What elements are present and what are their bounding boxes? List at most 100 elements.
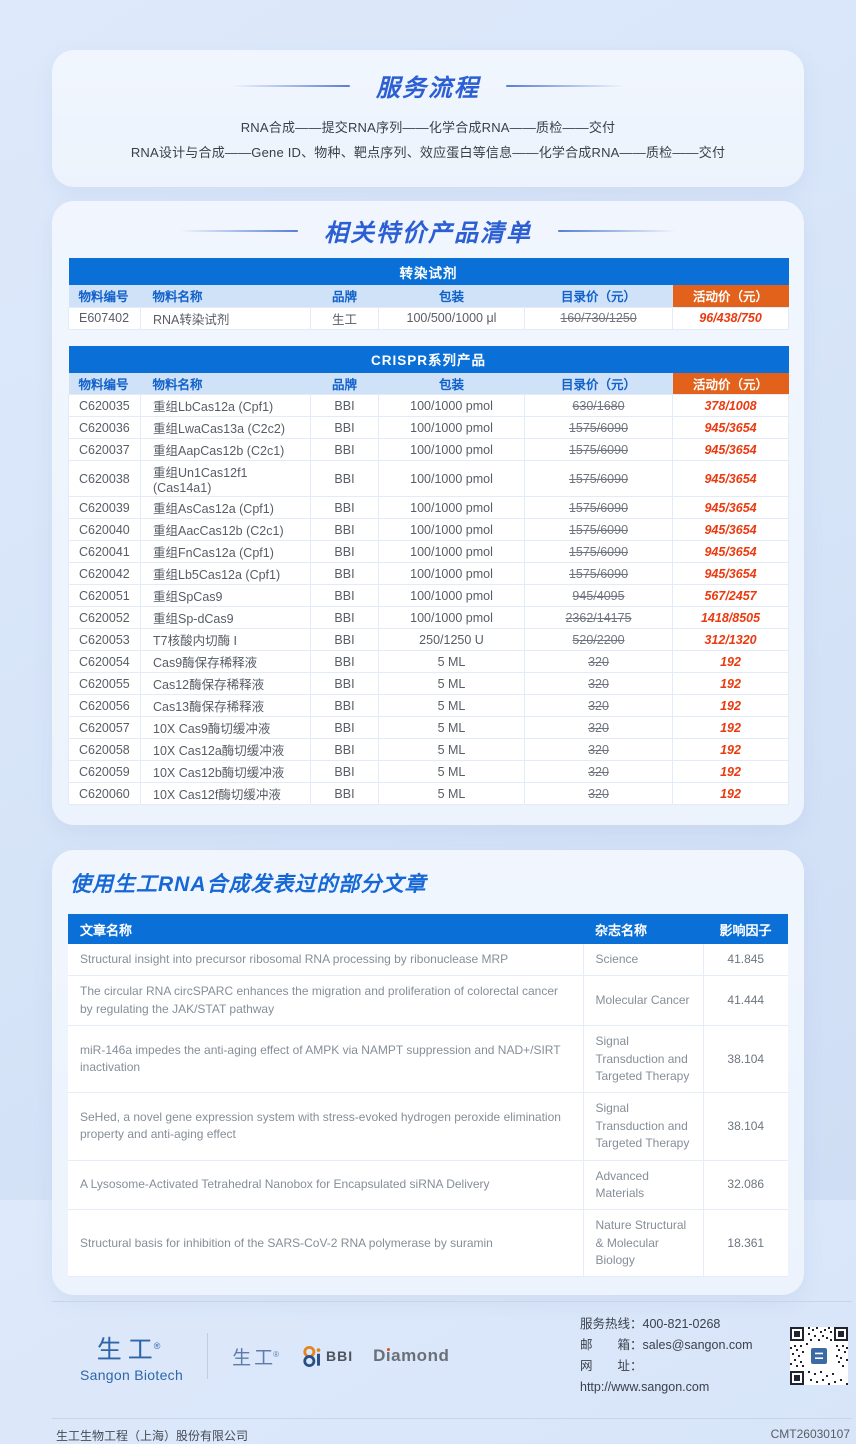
title-decor-line-right <box>506 84 624 87</box>
table-cell: C620039 <box>68 496 141 519</box>
table-cell: 10X Cas12f酶切缓冲液 <box>140 782 311 805</box>
table-cell: 192 <box>671 650 790 673</box>
table-cell: Structural insight into precursor riboso… <box>68 944 583 977</box>
table-cell: 945/3654 <box>671 562 790 585</box>
column-header: 物料编号 <box>68 285 141 307</box>
table-cell: 320 <box>524 782 673 805</box>
table-row: C620055 Cas12酶保存稀释液 BBI 5 ML 320 192 <box>68 672 790 695</box>
table-row: A Lysosome-Activated Tetrahedral Nanobox… <box>68 1160 788 1211</box>
table-cell: Nature Structural & Molecular Biology <box>582 1209 703 1278</box>
table-body: E607402 RNA转染试剂 生工 100/500/1000 μl 160/730/1… <box>68 306 790 330</box>
table-cell: 567/2457 <box>671 584 790 607</box>
table-cell: BBI <box>310 540 379 563</box>
contact-website: 网 址：http://www.sangon.com <box>580 1359 710 1395</box>
table-cell: 945/3654 <box>671 540 790 563</box>
flow-line-rna-synthesis: RNA合成——提交RNA序列——化学合成RNA——质检——交付 <box>240 120 616 135</box>
table-cell: C620054 <box>68 650 141 673</box>
table-cell: C620040 <box>68 518 141 541</box>
table-cell: Advanced Materials <box>582 1160 703 1211</box>
column-header: 活动价（元） <box>672 285 789 307</box>
table-cell: C620051 <box>68 584 141 607</box>
table-cell: Cas9酶保存稀释液 <box>140 650 311 673</box>
column-header: 物料名称 <box>140 372 311 395</box>
table-cell: 10X Cas9酶切缓冲液 <box>140 716 311 739</box>
special-products-title: 相关特价产品清单 <box>324 220 532 247</box>
table-row: Structural basis for inhibition of the S… <box>68 1209 788 1278</box>
table-band-title: CRISPR系列产品 <box>68 345 789 373</box>
table-cell: 1575/6090 <box>524 518 673 541</box>
table-cell: Signal Transduction and Targeted Therapy <box>582 1025 703 1094</box>
table-cell: 重组LbCas12a (Cpf1) <box>140 394 311 417</box>
table-cell: 18.361 <box>702 1209 788 1278</box>
table-cell: C620058 <box>68 738 141 761</box>
table-cell: 100/1000 pmol <box>378 562 525 585</box>
column-header: 品牌 <box>310 285 379 307</box>
column-header-row: 物料编号 物料名称 品牌 包装 目录价（元） 活动价（元） <box>68 285 789 307</box>
contact-hotline: 服务热线：400-821-0268 <box>580 1317 721 1332</box>
table-cell: 重组LwaCas13a (C2c2) <box>140 416 311 439</box>
table-cell: 520/2200 <box>524 628 673 651</box>
table-cell: RNA转染试剂 <box>140 306 311 330</box>
table-cell: 630/1680 <box>524 394 673 417</box>
column-header: 品牌 <box>310 372 379 395</box>
table-cell: 重组Sp-dCas9 <box>140 606 311 629</box>
table-cell: The circular RNA circSPARC enhances the … <box>68 975 583 1027</box>
column-header: 目录价（元） <box>524 285 673 307</box>
table-row: SeHed, a novel gene expression system wi… <box>68 1092 788 1161</box>
table-cell: 320 <box>524 760 673 783</box>
column-header: 物料编号 <box>68 372 141 395</box>
table-cell: 945/4095 <box>524 584 673 607</box>
table-cell: C620053 <box>68 628 141 651</box>
column-header-row: 物料编号 物料名称 品牌 包装 目录价（元） 活动价（元） <box>68 372 789 395</box>
table-row: C620040 重组AacCas12b (C2c1) BBI 100/1000 pmo… <box>68 518 790 541</box>
table-cell: 192 <box>671 760 790 783</box>
table-cell: 重组SpCas9 <box>140 584 311 607</box>
table-cell: BBI <box>310 584 379 607</box>
sangon-logo-en: Sangon Biotech <box>80 1366 184 1383</box>
table-cell: Cas12酶保存稀释液 <box>140 672 311 695</box>
table-band-row: CRISPR系列产品 <box>68 345 789 373</box>
service-flow-title: 服务流程 <box>376 75 480 102</box>
table-cell: SeHed, a novel gene expression system wi… <box>68 1092 583 1161</box>
column-header: 包装 <box>378 372 525 395</box>
column-header: 活动价（元） <box>672 372 789 395</box>
table-cell: 重组FnCas12a (Cpf1) <box>140 540 311 563</box>
table-row: C620059 10X Cas12b酶切缓冲液 BBI 5 ML 320 192 <box>68 760 790 783</box>
contact-block: 服务热线：400-821-0268 邮 箱：sales@sangon.com 网… <box>580 1314 770 1398</box>
table-cell: 160/730/1250 <box>524 306 673 330</box>
table-cell: C620037 <box>68 438 141 461</box>
hotline-number: 400-821-0268 <box>642 1317 721 1332</box>
website-link[interactable]: http://www.sangon.com <box>580 1380 710 1395</box>
table-cell: 5 ML <box>378 760 525 783</box>
table-cell: 100/1000 pmol <box>378 584 525 607</box>
table-cell: 1575/6090 <box>524 540 673 563</box>
contact-email: 邮 箱：sales@sangon.com <box>580 1338 753 1353</box>
table-row: C620056 Cas13酶保存稀释液 BBI 5 ML 320 192 <box>68 694 790 717</box>
table-cell: C620056 <box>68 694 141 717</box>
table-cell: 96/438/750 <box>671 306 790 330</box>
column-header: 杂志名称 <box>583 914 703 944</box>
table-cell: 1575/6090 <box>524 496 673 519</box>
table-cell: T7核酸内切酶 I <box>140 628 311 651</box>
table-row: C620052 重组Sp-dCas9 BBI 100/1000 pmol 2362/14… <box>68 606 790 629</box>
table-cell: 100/500/1000 μl <box>378 306 525 330</box>
table-row: C620038 重组Un1Cas12f1 (Cas14a1) BBI 100/1000… <box>68 460 790 497</box>
table-cell: 100/1000 pmol <box>378 394 525 417</box>
shenggong-logo: 生工® <box>232 1347 282 1369</box>
table-cell: 100/1000 pmol <box>378 606 525 629</box>
table-cell: 生工 <box>310 306 379 330</box>
table-cell: 100/1000 pmol <box>378 460 525 497</box>
table-row: Structural insight into precursor riboso… <box>68 944 788 977</box>
table-cell: 945/3654 <box>671 460 790 497</box>
table-cell: 312/1320 <box>671 628 790 651</box>
table-cell: BBI <box>310 496 379 519</box>
table-cell: C620059 <box>68 760 141 783</box>
table-cell: 重组Un1Cas12f1 (Cas14a1) <box>140 460 311 497</box>
flow-line-rna-design: RNA设计与合成——Gene ID、物种、靶点序列、效应蛋白等信息——化学合成R… <box>130 145 726 160</box>
email-link[interactable]: sales@sangon.com <box>642 1338 753 1353</box>
registered-mark: ® <box>153 1340 167 1351</box>
table-cell: Structural basis for inhibition of the S… <box>68 1209 583 1278</box>
table-band-row: 转染试剂 <box>68 258 789 285</box>
transfection-reagent-table: 转染试剂 物料编号 物料名称 品牌 包装 目录价（元） 活动价（元） E607402 RNA… <box>68 258 790 330</box>
table-cell: BBI <box>310 650 379 673</box>
